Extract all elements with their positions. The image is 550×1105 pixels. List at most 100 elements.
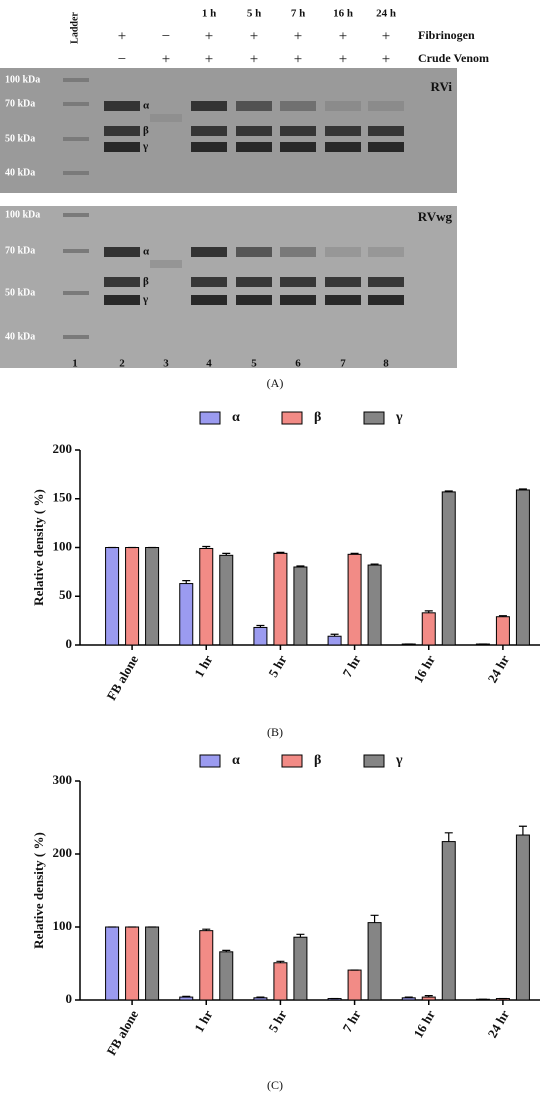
band (104, 101, 140, 111)
chain-label: α (143, 246, 150, 258)
bar (125, 547, 140, 646)
caption: (A) (267, 376, 284, 390)
sign: + (294, 28, 302, 44)
band (368, 126, 404, 136)
legend-swatch (281, 754, 303, 768)
bar (253, 997, 268, 1001)
error-bar (256, 996, 265, 998)
sign: + (339, 28, 347, 44)
lane-number: 3 (163, 358, 169, 370)
ladder-band (63, 137, 89, 141)
band (236, 247, 272, 257)
bar (273, 552, 288, 646)
sign: − (118, 51, 126, 67)
band (191, 126, 227, 136)
y-tick-label: 150 (53, 490, 73, 505)
band (191, 295, 227, 305)
band (325, 101, 361, 111)
bar (495, 616, 510, 646)
error-bar (296, 565, 305, 567)
x-tick-label: 5 hr (265, 1007, 289, 1034)
bar (367, 922, 382, 1001)
lane-number: 6 (295, 358, 301, 370)
error-bar (404, 996, 413, 998)
bar (125, 926, 140, 1001)
lane-number: 5 (251, 358, 257, 370)
marker-label: 40 kDa (5, 331, 35, 342)
caption: (B) (267, 725, 283, 739)
band (236, 101, 272, 111)
bar (421, 612, 436, 646)
marker-label: 70 kDa (5, 98, 35, 109)
y-axis-label: Relative density ( %) (31, 832, 46, 949)
band (280, 126, 316, 136)
row-label: Fibrinogen (418, 28, 475, 42)
bar (105, 547, 120, 646)
bar (293, 936, 308, 1001)
error-bar (518, 488, 527, 490)
x-tick-label: FB alone (104, 652, 142, 703)
band (325, 126, 361, 136)
sign: + (250, 28, 258, 44)
marker-label: 50 kDa (5, 287, 35, 298)
band (368, 142, 404, 152)
error-bar (276, 960, 285, 963)
time-label: 16 h (333, 8, 353, 20)
error-bar (350, 552, 359, 555)
y-tick-label: 50 (59, 587, 72, 602)
bar (293, 566, 308, 646)
lane-number: 1 (72, 358, 78, 370)
bar (515, 489, 530, 646)
lane-number: 2 (119, 358, 125, 370)
error-bar (370, 563, 379, 566)
bar (327, 635, 342, 646)
ladder-band (63, 78, 89, 82)
bar (145, 547, 160, 646)
y-tick-label: 100 (53, 918, 73, 933)
band (280, 295, 316, 305)
legend-swatch (199, 754, 221, 768)
bar (179, 583, 194, 646)
y-tick-label: 200 (53, 441, 73, 456)
marker-label: 100 kDa (5, 209, 40, 220)
chain-label: β (143, 276, 149, 288)
sign: + (118, 28, 126, 44)
legend-label: α (232, 410, 240, 425)
ladder-band (63, 335, 89, 339)
x-tick-label: 5 hr (265, 652, 289, 679)
caption: (C) (267, 1078, 283, 1092)
band (191, 142, 227, 152)
bar (347, 969, 362, 1001)
time-label: 1 h (202, 8, 216, 20)
chain-label: β (143, 125, 149, 137)
lane-number: 7 (340, 358, 346, 370)
bar (219, 951, 234, 1001)
x-tick-label: FB alone (104, 1007, 142, 1058)
band (280, 277, 316, 287)
error-bar (182, 995, 191, 998)
error-bar (498, 615, 507, 617)
y-tick-label: 200 (53, 845, 73, 860)
bar (199, 547, 214, 646)
bar (515, 834, 530, 1001)
x-tick-label: 16 hr (410, 652, 438, 685)
y-tick-label: 0 (66, 991, 73, 1006)
y-tick-label: 100 (53, 538, 73, 553)
bar (347, 553, 362, 646)
sign: + (294, 51, 302, 67)
chain-label: γ (142, 294, 148, 306)
band (191, 277, 227, 287)
band (150, 114, 182, 122)
marker-label: 100 kDa (5, 74, 40, 85)
error-bar (330, 633, 339, 637)
marker-label: 70 kDa (5, 245, 35, 256)
x-tick-label: 7 hr (339, 652, 363, 679)
band (280, 247, 316, 257)
ladder-band (63, 249, 89, 253)
x-tick-label: 1 hr (191, 652, 215, 679)
band (325, 277, 361, 287)
error-bar (444, 490, 453, 492)
band (368, 277, 404, 287)
